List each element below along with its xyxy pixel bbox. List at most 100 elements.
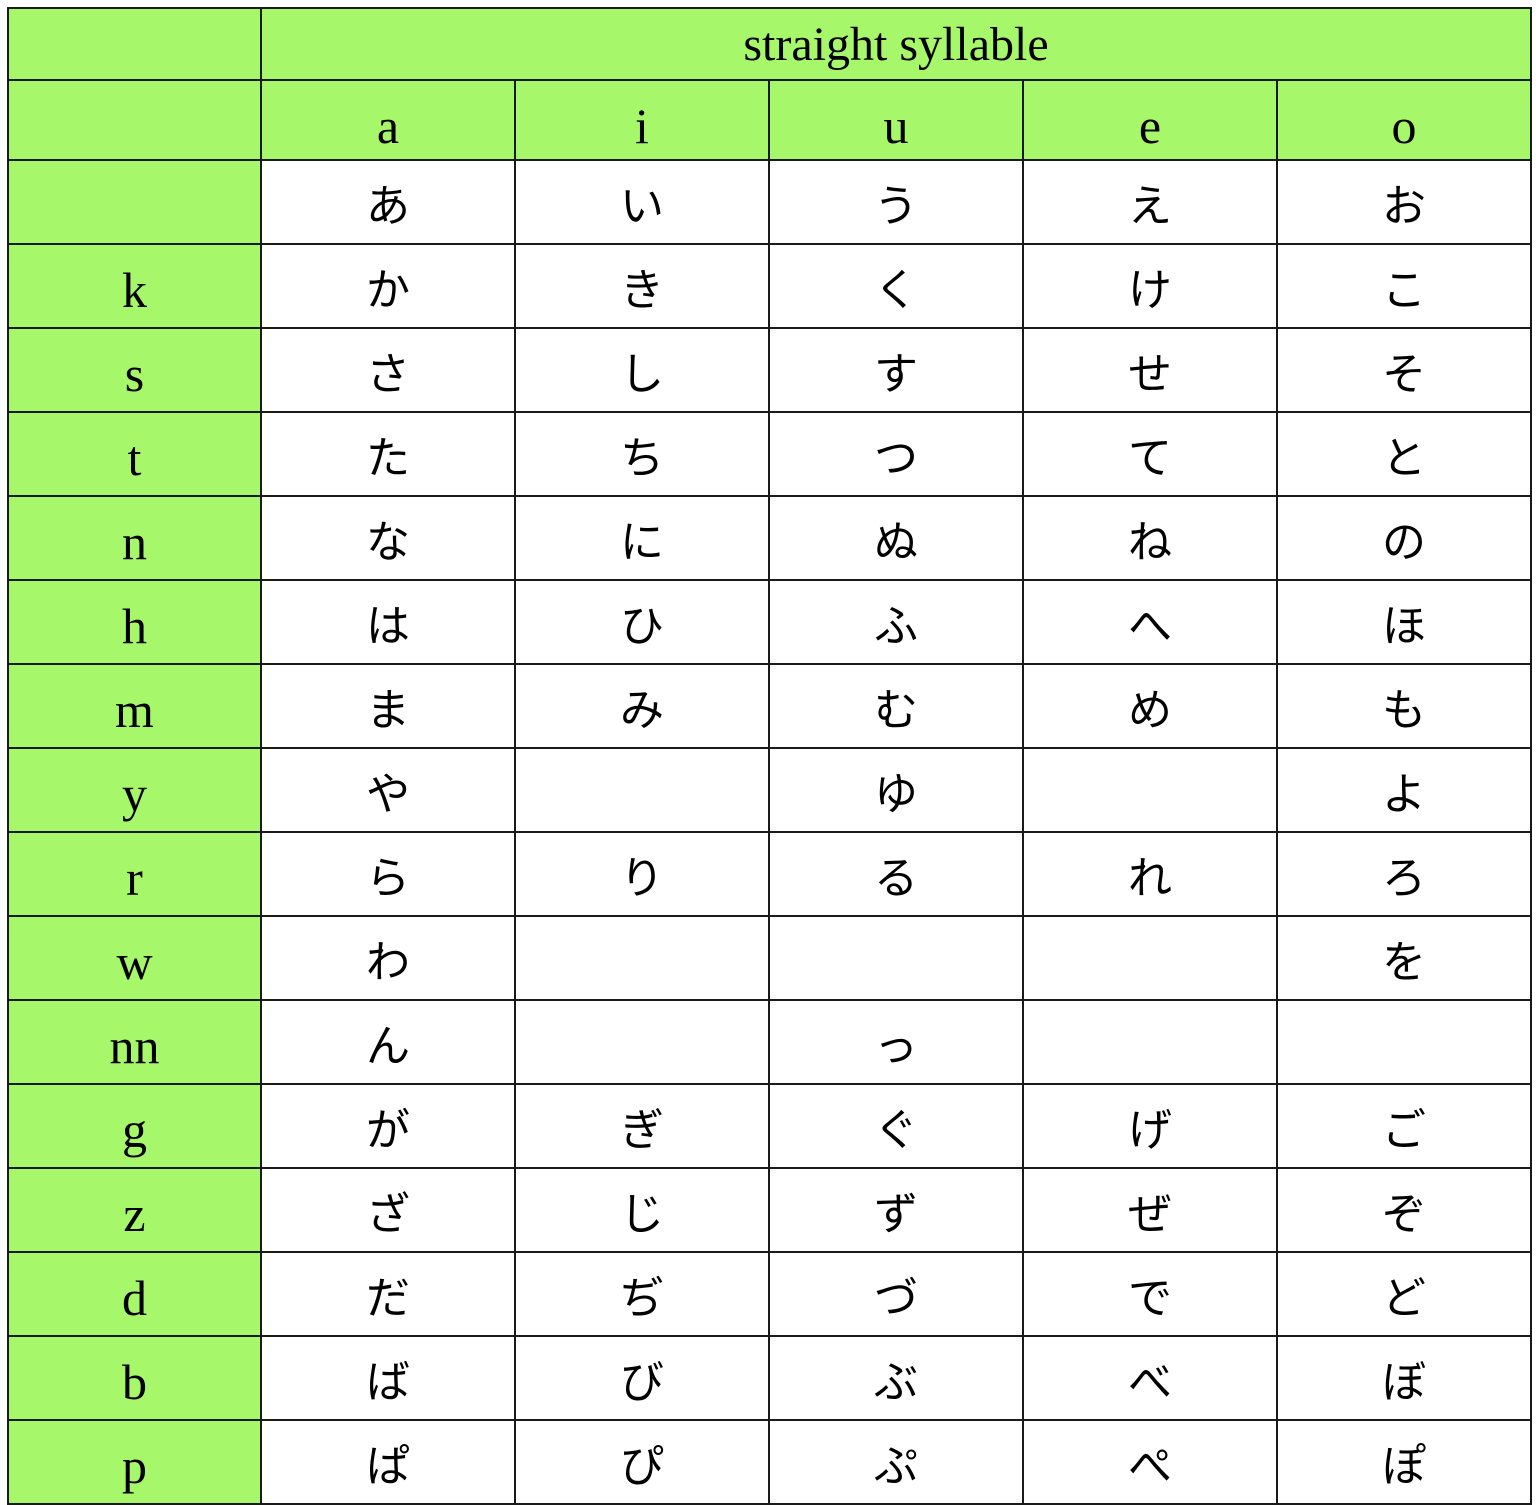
kana-cell: ざ — [260, 1167, 516, 1253]
consonant-label: nn — [7, 999, 262, 1085]
kana-cell: に — [514, 495, 770, 581]
consonant-label: p — [7, 1419, 262, 1505]
kana-cell: ん — [260, 999, 516, 1085]
vowel-header-i: i — [514, 79, 770, 161]
kana-cell — [514, 747, 770, 833]
consonant-label: b — [7, 1335, 262, 1421]
consonant-label: s — [7, 327, 262, 413]
kana-cell: か — [260, 243, 516, 329]
kana-cell: ぎ — [514, 1083, 770, 1169]
kana-cell: ぽ — [1276, 1419, 1532, 1505]
kana-cell — [1022, 915, 1278, 1001]
kana-cell: よ — [1276, 747, 1532, 833]
kana-cell: ぼ — [1276, 1335, 1532, 1421]
consonant-label: n — [7, 495, 262, 581]
kana-cell: ぱ — [260, 1419, 516, 1505]
kana-cell: ひ — [514, 579, 770, 665]
kana-cell: べ — [1022, 1335, 1278, 1421]
kana-cell: づ — [768, 1251, 1024, 1337]
kana-cell: り — [514, 831, 770, 917]
table-row: あいうえお — [7, 159, 1532, 245]
kana-cell: る — [768, 831, 1024, 917]
kana-cell: て — [1022, 411, 1278, 497]
consonant-label: z — [7, 1167, 262, 1253]
corner-cell — [7, 7, 262, 81]
consonant-label: k — [7, 243, 262, 329]
consonant-label: d — [7, 1251, 262, 1337]
kana-cell: ま — [260, 663, 516, 749]
kana-cell: な — [260, 495, 516, 581]
kana-cell — [1022, 999, 1278, 1085]
kana-cell: い — [514, 159, 770, 245]
kana-cell: ぐ — [768, 1083, 1024, 1169]
kana-cell: び — [514, 1335, 770, 1421]
kana-cell: へ — [1022, 579, 1278, 665]
consonant-label: r — [7, 831, 262, 917]
consonant-label: t — [7, 411, 262, 497]
kana-cell: ゆ — [768, 747, 1024, 833]
consonant-label: y — [7, 747, 262, 833]
kana-cell — [1276, 999, 1532, 1085]
kana-cell: め — [1022, 663, 1278, 749]
kana-cell: ふ — [768, 579, 1024, 665]
kana-cell: も — [1276, 663, 1532, 749]
consonant-label — [7, 159, 262, 245]
kana-cell: つ — [768, 411, 1024, 497]
kana-cell: ぜ — [1022, 1167, 1278, 1253]
kana-cell: ど — [1276, 1251, 1532, 1337]
kana-cell: ぶ — [768, 1335, 1024, 1421]
vowel-header-u: u — [768, 79, 1024, 161]
kana-cell: さ — [260, 327, 516, 413]
kana-cell — [514, 999, 770, 1085]
consonant-label: g — [7, 1083, 262, 1169]
consonant-label: w — [7, 915, 262, 1001]
kana-cell: ぢ — [514, 1251, 770, 1337]
kana-cell: え — [1022, 159, 1278, 245]
consonant-label: m — [7, 663, 262, 749]
kana-cell: ち — [514, 411, 770, 497]
kana-cell: で — [1022, 1251, 1278, 1337]
kana-cell: そ — [1276, 327, 1532, 413]
kana-cell: げ — [1022, 1083, 1278, 1169]
vowel-header-a: a — [260, 79, 516, 161]
kana-cell: ご — [1276, 1083, 1532, 1169]
table-row: nn ん っ — [7, 999, 1532, 1085]
kana-cell: の — [1276, 495, 1532, 581]
kana-cell: や — [260, 747, 516, 833]
kana-cell: う — [768, 159, 1024, 245]
table-title: straight syllable — [260, 7, 1532, 81]
kana-cell: せ — [1022, 327, 1278, 413]
kana-cell: あ — [260, 159, 516, 245]
kana-cell: と — [1276, 411, 1532, 497]
kana-cell: ろ — [1276, 831, 1532, 917]
kana-cell: た — [260, 411, 516, 497]
kana-cell: が — [260, 1083, 516, 1169]
kana-cell: ぺ — [1022, 1419, 1278, 1505]
kana-cell: む — [768, 663, 1024, 749]
kana-cell: こ — [1276, 243, 1532, 329]
kana-cell: を — [1276, 915, 1532, 1001]
kana-cell: ぴ — [514, 1419, 770, 1505]
vowel-header-e: e — [1022, 79, 1278, 161]
kana-cell: れ — [1022, 831, 1278, 917]
kana-cell — [768, 915, 1024, 1001]
kana-cell: ず — [768, 1167, 1024, 1253]
kana-cell: は — [260, 579, 516, 665]
kana-cell: お — [1276, 159, 1532, 245]
kana-cell: ぷ — [768, 1419, 1024, 1505]
kana-cell: ば — [260, 1335, 516, 1421]
